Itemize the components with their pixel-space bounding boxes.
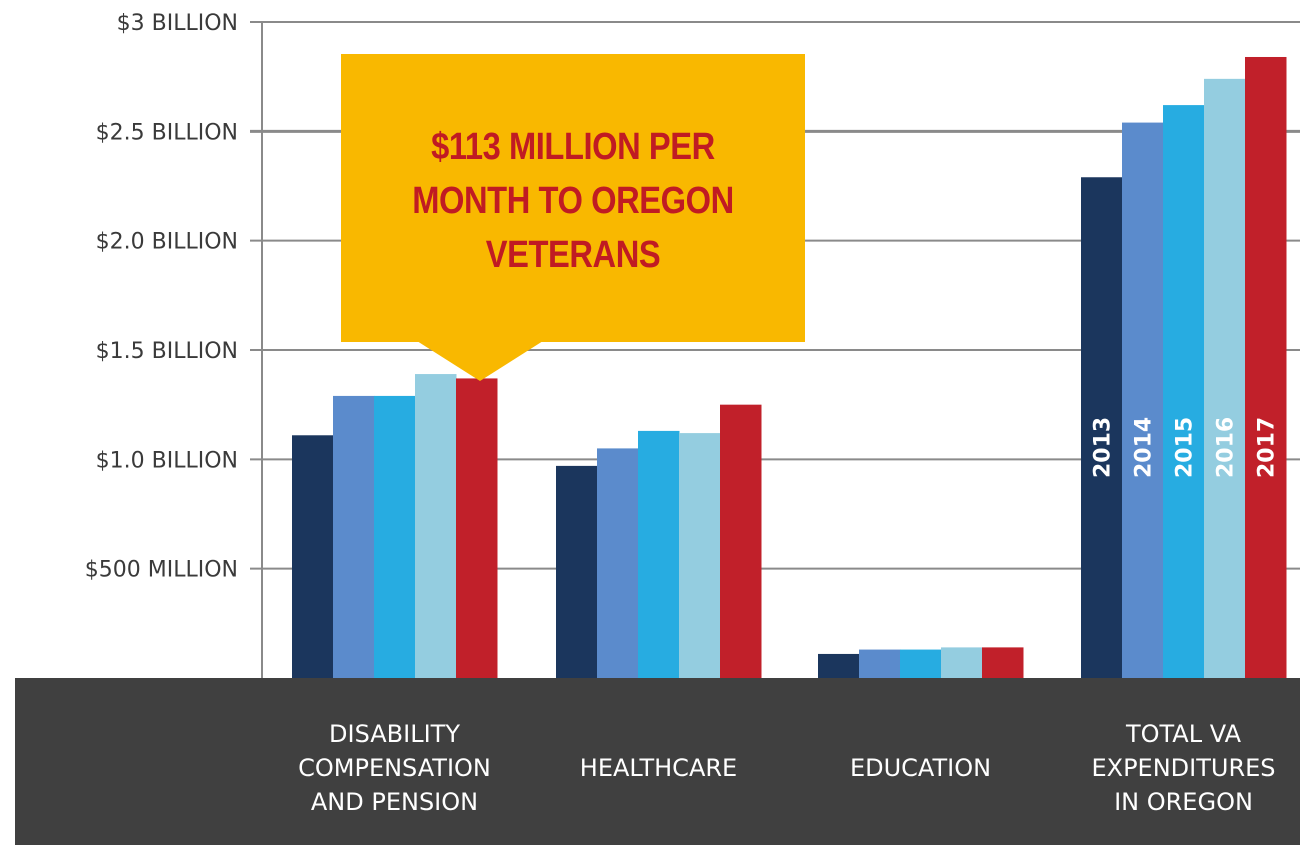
bar-2016-cat-2 (941, 647, 983, 678)
category-label: DISABILITY (329, 720, 460, 748)
y-tick-label: $2.5 BILLION (96, 120, 238, 145)
year-label-2014: 2014 (1132, 417, 1157, 478)
y-tick-label: $500 MILLION (85, 558, 238, 583)
bar-2017-cat-2 (982, 647, 1024, 678)
bar-2016-cat-3 (1204, 78, 1246, 678)
y-tick-label: $2.0 BILLION (96, 230, 238, 255)
callout-pointer (417, 341, 543, 381)
bar-2015-cat-0 (374, 395, 416, 678)
year-label-2016: 2016 (1214, 417, 1239, 478)
bar-2014-cat-3 (1122, 122, 1164, 678)
category-label: EXPENDITURES (1091, 754, 1275, 782)
year-label-2017: 2017 (1255, 417, 1280, 478)
category-label: HEALTHCARE (580, 754, 737, 782)
bar-2013-cat-0 (292, 435, 334, 678)
bar-2017-cat-1 (720, 404, 762, 678)
bar-2017-cat-0 (456, 378, 498, 678)
y-tick-label: $3 BILLION (117, 11, 238, 36)
bar-2013-cat-2 (818, 653, 860, 678)
bar-2013-cat-3 (1081, 177, 1123, 678)
callout-box: $113 MILLION PER MONTH TO OREGON VETERAN… (341, 54, 805, 342)
bar-2016-cat-0 (415, 374, 457, 678)
bar-2014-cat-0 (333, 395, 375, 678)
category-label: EDUCATION (850, 754, 991, 782)
category-band-rect (15, 678, 1300, 845)
y-axis-tick-labels: $500 MILLION $1.0 BILLION $1.5 BILLION $2.0… (85, 11, 238, 583)
bar-2013-cat-1 (556, 465, 598, 678)
callout-text: $113 MILLION PER MONTH TO OREGON VETERAN… (412, 126, 734, 276)
bars (292, 56, 1287, 679)
category-labels: DISABILITY COMPENSATION AND PENSION HEALTHC… (298, 720, 1275, 816)
category-label: COMPENSATION (298, 754, 491, 782)
y-tick-label: $1.0 BILLION (96, 448, 238, 473)
category-band (15, 678, 1300, 845)
bar-2015-cat-2 (900, 649, 942, 678)
bar-2016-cat-1 (679, 433, 721, 678)
bar-2015-cat-3 (1163, 105, 1205, 679)
y-tick-label: $1.5 BILLION (96, 339, 238, 364)
bar-2014-cat-2 (859, 649, 901, 678)
bar-2017-cat-3 (1245, 56, 1287, 678)
bar-2015-cat-1 (638, 430, 680, 678)
category-label: TOTAL VA (1125, 720, 1242, 748)
year-label-2015: 2015 (1173, 417, 1198, 478)
category-label: IN OREGON (1114, 788, 1253, 816)
series-year-labels: 2013 2014 2015 2016 2017 (1091, 417, 1280, 478)
bar-2014-cat-1 (597, 448, 639, 678)
category-label: AND PENSION (311, 788, 478, 816)
year-label-2013: 2013 (1091, 417, 1116, 478)
